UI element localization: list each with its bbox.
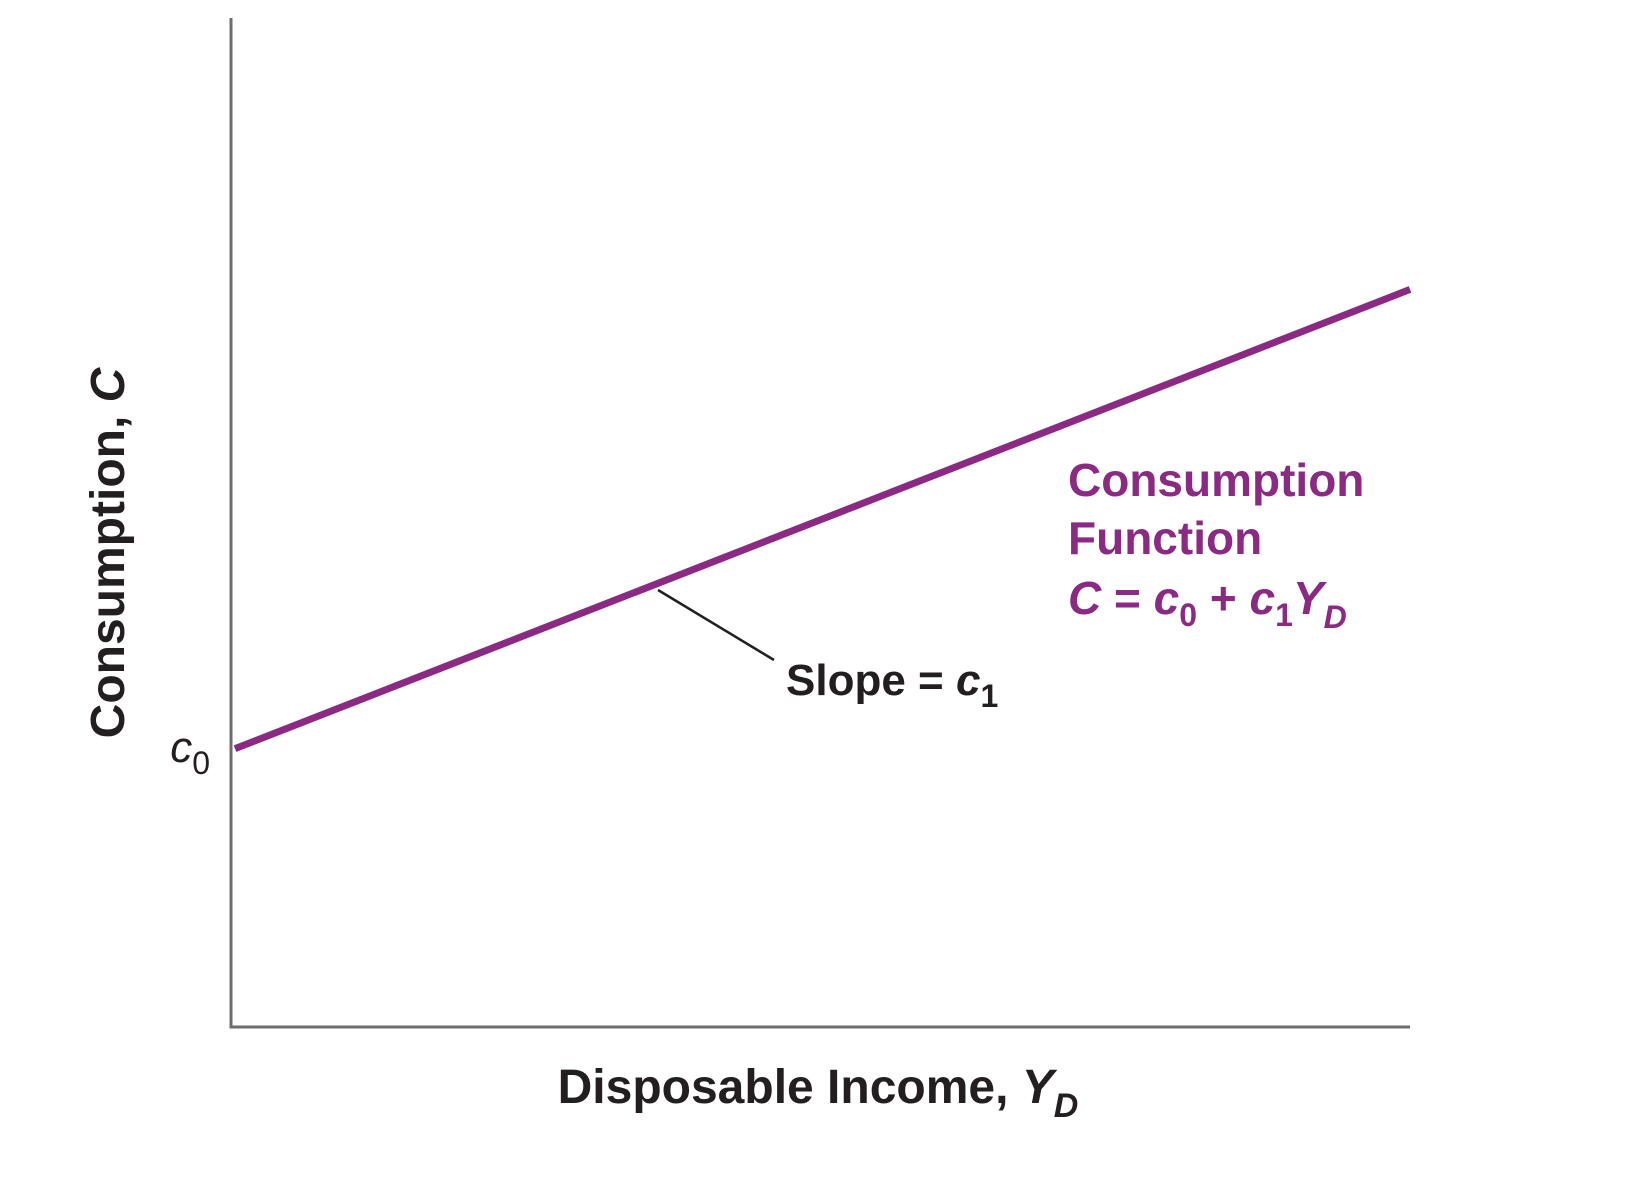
y-axis-title: Consumption, C: [82, 366, 135, 738]
function-label-line2: Function: [1068, 512, 1262, 564]
consumption-function-line: [233, 286, 1412, 752]
y-tick-label-c0: c0: [170, 723, 210, 781]
x-axis-title: Disposable Income, YD: [558, 1061, 1079, 1125]
function-equation: C = c0 + c1YD: [1068, 572, 1347, 635]
slope-label: Slope = c1: [786, 656, 998, 714]
function-label-line1: Consumption: [1068, 454, 1364, 506]
slope-leader-line: [657, 588, 775, 662]
